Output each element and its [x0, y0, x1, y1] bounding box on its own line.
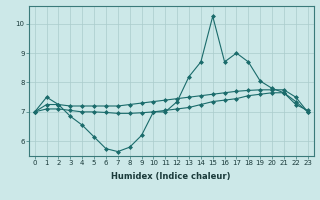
X-axis label: Humidex (Indice chaleur): Humidex (Indice chaleur)	[111, 172, 231, 181]
